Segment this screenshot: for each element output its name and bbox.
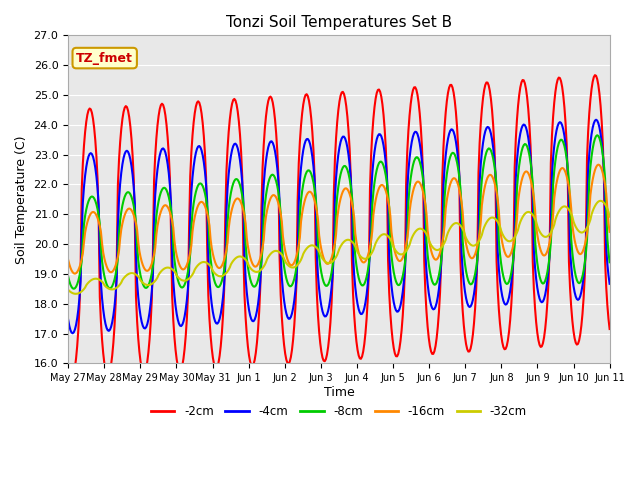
Legend: -2cm, -4cm, -8cm, -16cm, -32cm: -2cm, -4cm, -8cm, -16cm, -32cm [146, 401, 532, 423]
Text: TZ_fmet: TZ_fmet [76, 51, 133, 65]
X-axis label: Time: Time [323, 386, 355, 399]
Title: Tonzi Soil Temperatures Set B: Tonzi Soil Temperatures Set B [226, 15, 452, 30]
Y-axis label: Soil Temperature (C): Soil Temperature (C) [15, 135, 28, 264]
